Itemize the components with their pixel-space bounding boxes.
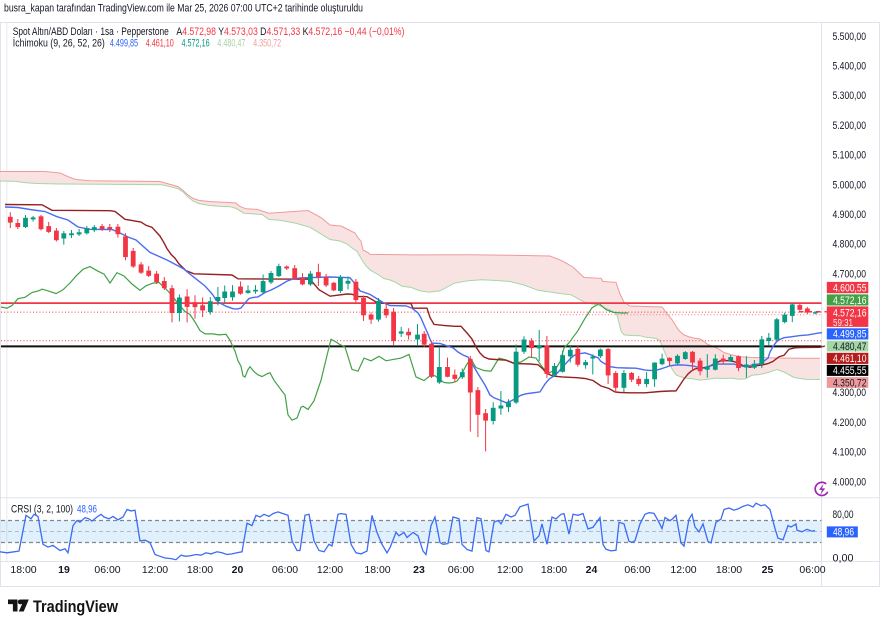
svg-text:18:00: 18:00 xyxy=(10,564,36,576)
svg-text:4.572,16: 4.572,16 xyxy=(182,38,210,50)
svg-text:4.200,00: 4.200,00 xyxy=(833,417,867,429)
svg-text:4.572,16: 4.572,16 xyxy=(833,295,867,307)
svg-text:06:00: 06:00 xyxy=(448,564,474,576)
svg-text:Spot Altın/ABD Doları · 1sa ·: Spot Altın/ABD Doları · 1sa · Pepperston… xyxy=(13,26,169,38)
svg-text:5.100,00: 5.100,00 xyxy=(833,150,867,162)
svg-text:59:31: 59:31 xyxy=(833,318,853,329)
svg-text:4.600,55: 4.600,55 xyxy=(833,282,867,294)
svg-text:06:00: 06:00 xyxy=(624,564,650,576)
svg-text:5.200,00: 5.200,00 xyxy=(833,120,867,132)
svg-text:18:00: 18:00 xyxy=(364,564,390,576)
svg-text:0,00: 0,00 xyxy=(833,553,854,565)
svg-text:İchimoku (9, 26, 52, 26): İchimoku (9, 26, 52, 26) xyxy=(13,37,105,50)
svg-text:4.499,85: 4.499,85 xyxy=(110,38,138,50)
svg-text:5.000,00: 5.000,00 xyxy=(833,179,867,191)
svg-text:4.000,00: 4.000,00 xyxy=(833,476,867,488)
svg-text:4.900,00: 4.900,00 xyxy=(833,209,867,221)
svg-text:4.480,47: 4.480,47 xyxy=(833,341,867,353)
svg-text:20: 20 xyxy=(232,564,244,576)
svg-text:4.700,00: 4.700,00 xyxy=(833,268,867,280)
svg-text:18:00: 18:00 xyxy=(716,564,742,576)
svg-text:24: 24 xyxy=(586,564,598,576)
svg-text:4.499,85: 4.499,85 xyxy=(833,329,867,341)
svg-text:4.572,16: 4.572,16 xyxy=(833,308,867,320)
svg-text:4.461,10: 4.461,10 xyxy=(146,38,174,50)
svg-text:A4.572,98 Y4.573,03 D4.571,33: A4.572,98 Y4.573,03 D4.571,33 K4.572,16 … xyxy=(176,26,404,38)
svg-text:48,96: 48,96 xyxy=(833,527,854,539)
svg-text:4.350,72: 4.350,72 xyxy=(253,38,281,50)
svg-text:48,96: 48,96 xyxy=(77,504,97,516)
svg-text:06:00: 06:00 xyxy=(799,564,825,576)
svg-text:80,00: 80,00 xyxy=(833,509,854,521)
svg-text:19: 19 xyxy=(58,564,70,576)
svg-text:12:00: 12:00 xyxy=(142,564,168,576)
svg-text:25: 25 xyxy=(762,564,774,576)
svg-text:4.100,00: 4.100,00 xyxy=(833,447,867,459)
svg-text:12:00: 12:00 xyxy=(497,564,523,576)
svg-text:5.300,00: 5.300,00 xyxy=(833,90,867,102)
svg-text:TradingView: TradingView xyxy=(33,598,118,616)
svg-text:18:00: 18:00 xyxy=(541,564,567,576)
svg-text:06:00: 06:00 xyxy=(272,564,298,576)
svg-text:23: 23 xyxy=(413,564,425,576)
svg-text:12:00: 12:00 xyxy=(317,564,343,576)
svg-text:4.800,00: 4.800,00 xyxy=(833,239,867,251)
svg-text:4.350,72: 4.350,72 xyxy=(833,377,867,389)
svg-text:5.400,00: 5.400,00 xyxy=(833,61,867,73)
svg-text:4.300,00: 4.300,00 xyxy=(833,387,867,399)
svg-text:4.480,47: 4.480,47 xyxy=(217,38,245,50)
svg-text:busra_kapan tarafından Trading: busra_kapan tarafından TradingView.com i… xyxy=(4,3,363,15)
svg-text:5.500,00: 5.500,00 xyxy=(833,31,867,43)
svg-text:12:00: 12:00 xyxy=(670,564,696,576)
svg-text:4.455,55: 4.455,55 xyxy=(833,365,867,377)
svg-text:CRSI (3, 2, 100): CRSI (3, 2, 100) xyxy=(11,504,73,516)
svg-text:4.461,10: 4.461,10 xyxy=(833,353,867,365)
svg-text:06:00: 06:00 xyxy=(94,564,120,576)
svg-text:18:00: 18:00 xyxy=(187,564,213,576)
